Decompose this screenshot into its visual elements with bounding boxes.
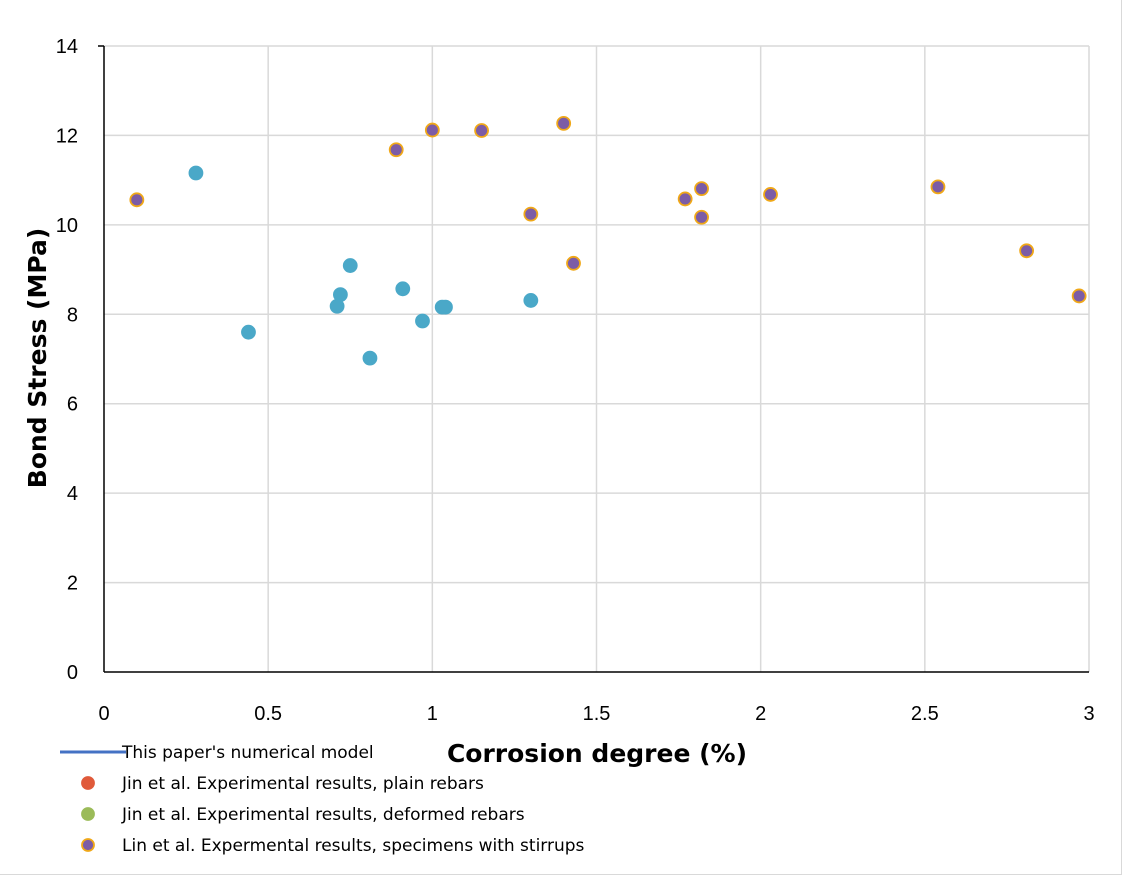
data-point bbox=[188, 165, 204, 181]
y-tick-label: 12 bbox=[56, 125, 78, 147]
y-tick-label: 2 bbox=[67, 573, 78, 595]
data-points bbox=[129, 115, 1087, 366]
data-point bbox=[523, 206, 539, 222]
data-point bbox=[241, 324, 256, 340]
data-point bbox=[424, 122, 440, 138]
data-point bbox=[474, 123, 489, 138]
data-point bbox=[566, 255, 581, 271]
data-point bbox=[362, 350, 378, 366]
data-point bbox=[694, 209, 709, 225]
legend-entry: Lin et al. Expermental results, specimen… bbox=[122, 836, 585, 856]
x-tick-label: 0 bbox=[98, 703, 109, 725]
legend-entry: Jin et al. Experimental results, deforme… bbox=[121, 805, 525, 825]
legend-entry: This paper's numerical model bbox=[121, 743, 374, 763]
data-point bbox=[763, 187, 778, 202]
x-tick-label: 1.5 bbox=[583, 703, 611, 725]
data-point bbox=[342, 258, 358, 273]
y-tick-label: 4 bbox=[67, 483, 78, 505]
y-tick-label: 6 bbox=[67, 394, 78, 416]
data-point bbox=[415, 313, 430, 329]
legend-marker-swatch bbox=[81, 838, 95, 852]
y-axis-title: Bond Stress (MPa) bbox=[23, 228, 52, 489]
x-tick-label: 2 bbox=[755, 703, 766, 725]
data-point bbox=[677, 191, 693, 207]
y-tick-label: 14 bbox=[56, 36, 78, 58]
x-axis-title: Corrosion degree (%) bbox=[447, 739, 747, 768]
y-tick-label: 10 bbox=[56, 215, 78, 237]
data-point bbox=[129, 192, 145, 208]
legend: This paper's numerical model Jin et al. E… bbox=[60, 743, 585, 856]
legend-marker-swatch bbox=[81, 776, 95, 790]
legend-marker-swatch bbox=[81, 807, 95, 821]
data-point bbox=[523, 293, 539, 308]
axes bbox=[98, 45, 1089, 673]
data-point bbox=[1071, 288, 1087, 304]
data-point bbox=[332, 287, 348, 303]
x-tick-label: 1 bbox=[427, 703, 438, 725]
x-tick-label: 0.5 bbox=[254, 703, 282, 725]
data-point bbox=[388, 142, 404, 158]
data-point bbox=[438, 299, 453, 315]
y-tick-label: 8 bbox=[67, 304, 78, 326]
y-tick-labels: 0 2 4 6 8 10 12 14 bbox=[56, 36, 78, 684]
data-point bbox=[556, 115, 572, 131]
data-point bbox=[1019, 243, 1035, 259]
y-tick-label: 0 bbox=[67, 662, 78, 684]
x-tick-label: 2.5 bbox=[911, 703, 939, 725]
gridlines bbox=[104, 45, 1090, 672]
x-tick-label: 3 bbox=[1083, 703, 1094, 725]
data-point bbox=[395, 281, 411, 297]
legend-entry: Jin et al. Experimental results, plain r… bbox=[121, 774, 484, 794]
data-point bbox=[694, 181, 709, 197]
data-point bbox=[930, 179, 946, 195]
x-tick-labels: 0 0.5 1 1.5 2 2.5 3 bbox=[98, 703, 1094, 725]
